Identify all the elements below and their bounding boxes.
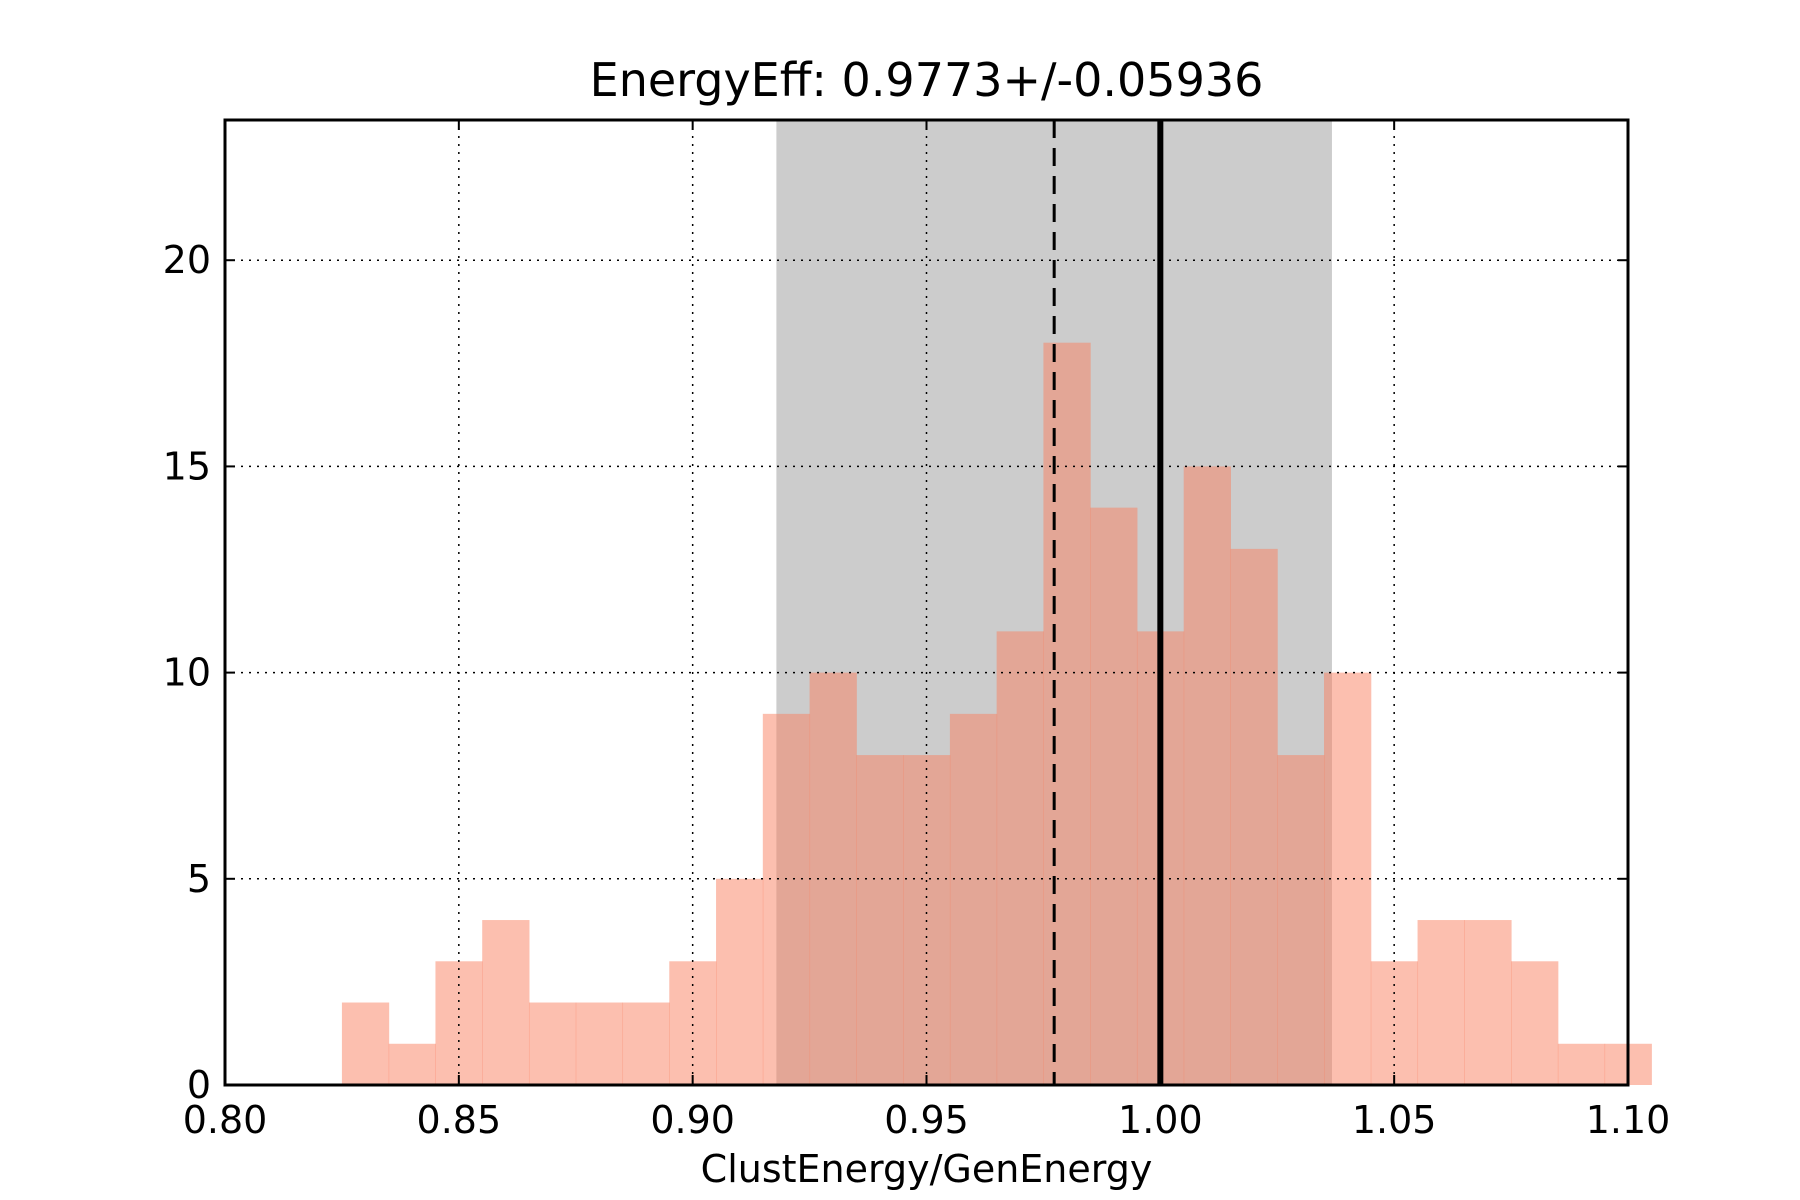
histogram-bar	[762, 713, 811, 1085]
chart-title: EnergyEff: 0.9773+/-0.05936	[590, 53, 1264, 107]
histogram-bar	[1043, 342, 1091, 1085]
x-tick-label: 0.95	[884, 1098, 969, 1142]
histogram-bar	[1277, 755, 1325, 1085]
histogram-bar	[1557, 1043, 1606, 1085]
histogram-bar	[435, 961, 483, 1085]
x-tick-label: 1.05	[1352, 1098, 1437, 1142]
histogram-bar	[1417, 920, 1465, 1085]
histogram-bar	[996, 631, 1044, 1085]
x-axis-label: ClustEnergy/GenEnergy	[701, 1147, 1153, 1191]
histogram-bar	[1370, 961, 1419, 1085]
x-tick-label: 0.90	[650, 1098, 735, 1142]
histogram-bar	[716, 878, 764, 1085]
histogram-bar	[528, 1002, 577, 1085]
histogram-bar	[856, 755, 904, 1085]
histogram-bar	[1090, 507, 1138, 1086]
histogram-bar	[669, 961, 717, 1085]
histogram-bar	[1324, 672, 1372, 1085]
histogram-bar	[341, 1002, 390, 1085]
y-tick-label: 5	[187, 857, 211, 901]
histogram-bar	[949, 713, 998, 1085]
x-tick-label: 0.85	[417, 1098, 502, 1142]
histogram-bar	[622, 1002, 670, 1085]
x-tick-label: 1.10	[1586, 1098, 1671, 1142]
x-tick-label: 0.80	[183, 1098, 268, 1142]
y-tick-label: 20	[163, 238, 211, 282]
histogram-bar	[1464, 920, 1512, 1085]
histogram-bar	[482, 920, 530, 1085]
histogram-bar	[575, 1002, 624, 1085]
histogram-bar	[1183, 466, 1231, 1085]
y-tick-label: 0	[187, 1063, 211, 1107]
x-tick-label: 1.00	[1118, 1098, 1203, 1142]
histogram-bar	[1511, 961, 1559, 1085]
y-tick-label: 15	[163, 444, 211, 488]
histogram-bar	[1230, 548, 1278, 1085]
y-tick-label: 10	[163, 651, 211, 695]
histogram-bar	[388, 1043, 436, 1085]
